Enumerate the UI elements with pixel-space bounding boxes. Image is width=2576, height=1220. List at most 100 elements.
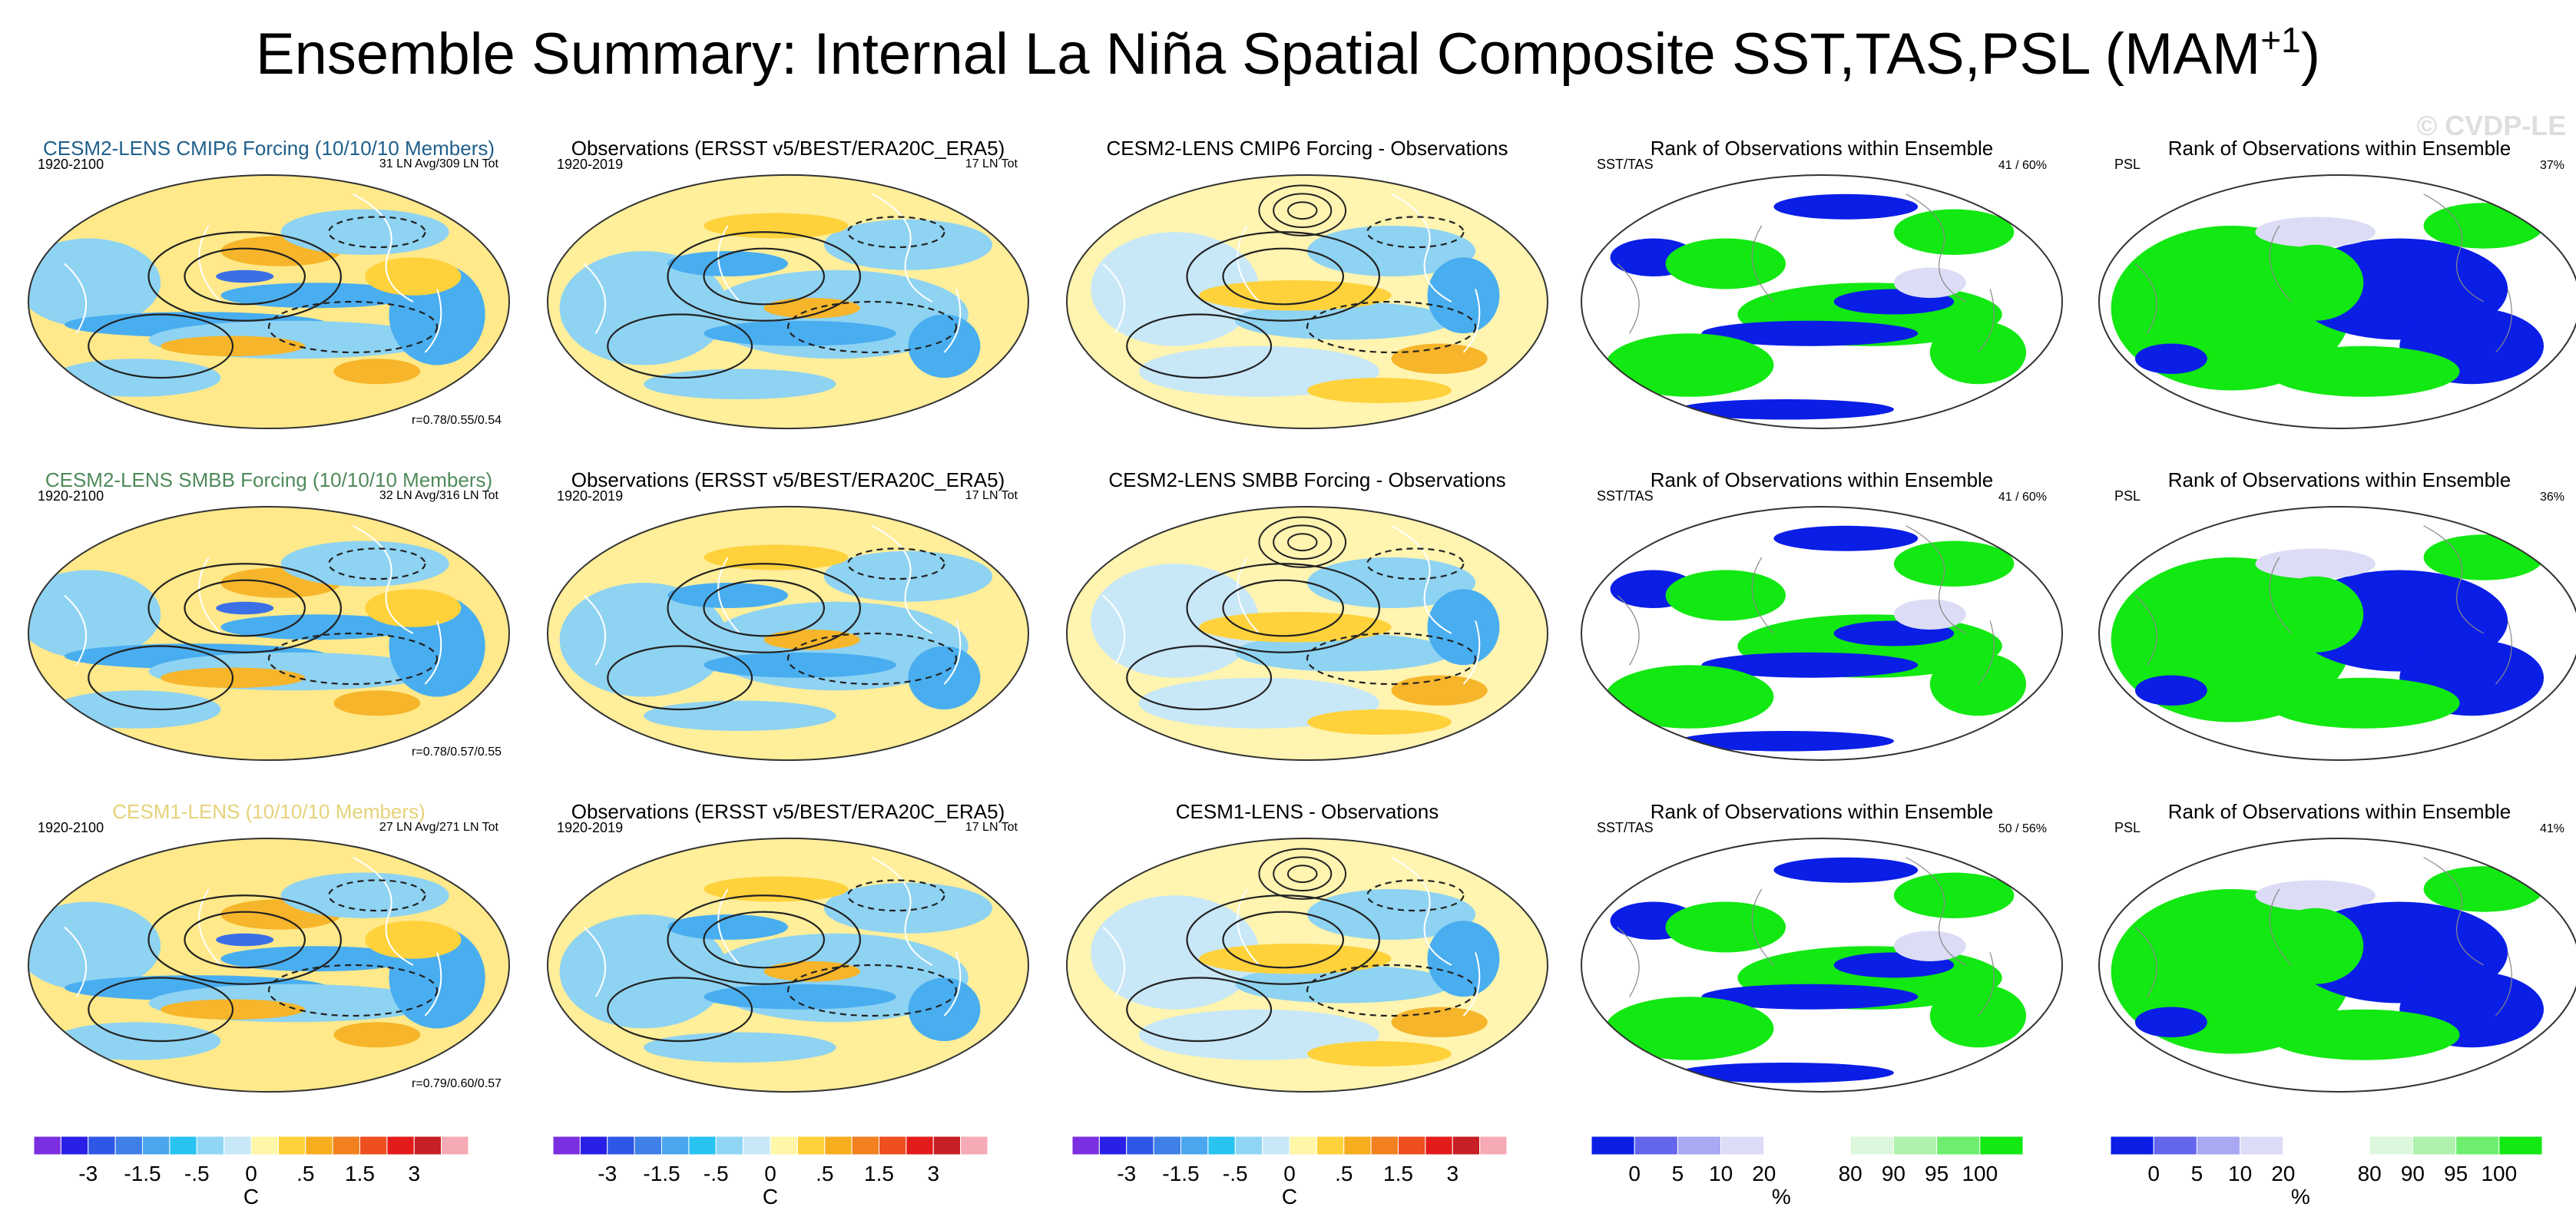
map-anomaly-region <box>2423 534 2545 580</box>
psl-contour <box>267 964 439 1017</box>
coastline <box>872 193 933 303</box>
psl-contour <box>667 231 861 322</box>
psl-contour <box>1306 964 1477 1017</box>
map-anomaly-region <box>2423 203 2545 249</box>
psl-contour <box>786 300 958 354</box>
map-anomaly-region <box>52 1022 221 1060</box>
colorbar-unit: C <box>1282 1185 1297 1208</box>
map-anomaly-region <box>644 1032 836 1063</box>
map-anomaly-region <box>763 630 860 650</box>
coastline <box>1237 557 1260 634</box>
colorbar-tick-label: 1.5 <box>345 1162 375 1185</box>
map-anomaly-region <box>2267 244 2364 321</box>
map-anomaly-region <box>1199 943 1392 974</box>
map-anomaly-region <box>667 251 788 276</box>
map-anomaly-region <box>644 700 836 732</box>
psl-contour <box>1186 894 1380 985</box>
colorbar-tick-label: 95 <box>1925 1162 1949 1185</box>
colorbar-tick-label: -1.5 <box>124 1162 161 1185</box>
panel-title: Observations (ERSST v5/BEST/ERA20C_ERA5) <box>571 800 1005 823</box>
panel-title: CESM1-LENS - Observations <box>1176 800 1439 823</box>
map-anomaly-region <box>908 646 981 709</box>
map-anomaly-region <box>1773 193 1919 220</box>
colorbar-tick-label: -3 <box>598 1162 617 1185</box>
map-anomaly-region <box>365 257 462 296</box>
colorbar-swatch <box>796 1136 826 1156</box>
colorbar-swatch <box>1343 1136 1372 1156</box>
map-anomaly-region <box>2134 343 2207 375</box>
colorbar-swatch <box>1153 1136 1181 1156</box>
map-anomaly-region <box>1307 1041 1452 1066</box>
psl-contour <box>328 547 426 580</box>
panel-r2-model: CESM2-LENS SMBB Forcing (10/10/10 Member… <box>27 468 511 761</box>
colorbar-swatch <box>770 1136 798 1156</box>
colorbar-swatch <box>1936 1136 1981 1156</box>
map-anomaly-region <box>1091 232 1260 346</box>
map-anomaly-region <box>667 583 788 608</box>
psl-contour <box>184 247 306 306</box>
map-field <box>1067 175 1548 428</box>
map-anomaly-region <box>667 914 788 940</box>
psl-contour <box>1273 524 1333 560</box>
colorbar-swatch <box>1370 1136 1399 1156</box>
psl-contour <box>1126 645 1273 711</box>
panel-title: CESM2-LENS SMBB Forcing (10/10/10 Member… <box>45 468 492 491</box>
rank-percent: 37% <box>2540 159 2564 172</box>
colorbar-swatch <box>142 1136 171 1156</box>
map-border <box>546 174 1030 429</box>
psl-contour <box>88 313 234 379</box>
map-anomaly-region <box>1701 984 1919 1010</box>
map-anomaly-region <box>1235 633 1452 672</box>
colorbar-tick-label: 10 <box>1709 1162 1733 1185</box>
psl-contour <box>147 231 343 322</box>
map-anomaly-region <box>1605 333 1774 397</box>
map-anomaly-region <box>1307 709 1452 735</box>
coastline <box>1906 525 1967 634</box>
psl-contour <box>607 645 753 711</box>
panel-grid: CESM2-LENS CMIP6 Forcing (10/10/10 Membe… <box>27 137 2576 1093</box>
colorbar-tick-label: 95 <box>2444 1162 2468 1185</box>
colorbar-swatch <box>1720 1136 1765 1156</box>
coastline <box>1462 952 1481 1017</box>
map-anomaly-region <box>823 550 993 602</box>
map-anomaly-region <box>1605 665 1774 729</box>
figure-title: Ensemble Summary: Internal La Niña Spati… <box>256 20 2320 87</box>
panel-r2-rank-ssttas: Rank of Observations within EnsembleSST/… <box>1580 468 2064 761</box>
map-anomaly-region <box>333 690 421 716</box>
map-anomaly-region <box>333 359 421 385</box>
coastline <box>2269 557 2292 634</box>
map-border <box>1065 506 1549 761</box>
coastline <box>2495 952 2512 1017</box>
colorbar-tick-label: .5 <box>816 1162 833 1185</box>
variable-label: SST/TAS <box>1597 157 1654 172</box>
coastline <box>353 856 414 966</box>
colorbar-swatch <box>196 1136 225 1156</box>
colorbar-swatch <box>1892 1136 1938 1156</box>
colorbar-swatch <box>1425 1136 1453 1156</box>
map-anomaly-region <box>908 314 981 378</box>
coastline <box>1906 857 1967 966</box>
colorbar-tick-label: -.5 <box>704 1162 729 1185</box>
colorbar-swatch <box>1180 1136 1209 1156</box>
colorbar-swatch <box>1763 1136 1808 1156</box>
coastline <box>1102 594 1126 666</box>
coastline <box>424 289 442 353</box>
colorbar-unit: C <box>763 1185 778 1208</box>
pattern-correlation: r=0.78/0.57/0.55 <box>412 746 502 759</box>
panel-title: Rank of Observations within Ensemble <box>1651 800 1994 823</box>
coastline <box>717 557 741 634</box>
psl-contour <box>267 632 439 686</box>
psl-contour <box>1273 856 1333 891</box>
coastline <box>64 594 88 666</box>
map-anomaly-region <box>1677 731 1894 752</box>
psl-contour <box>703 579 826 637</box>
coastline <box>2423 193 2485 303</box>
psl-contour <box>1258 848 1347 900</box>
colorbar-swatch <box>1591 1136 1635 1156</box>
psl-contour <box>667 894 861 985</box>
colorbar-swatch <box>1979 1136 2024 1156</box>
psl-contour <box>1366 547 1465 580</box>
map-border <box>2098 838 2576 1093</box>
map-anomaly-region <box>2423 866 2545 912</box>
colorbar-tick-label: 0 <box>764 1162 776 1185</box>
